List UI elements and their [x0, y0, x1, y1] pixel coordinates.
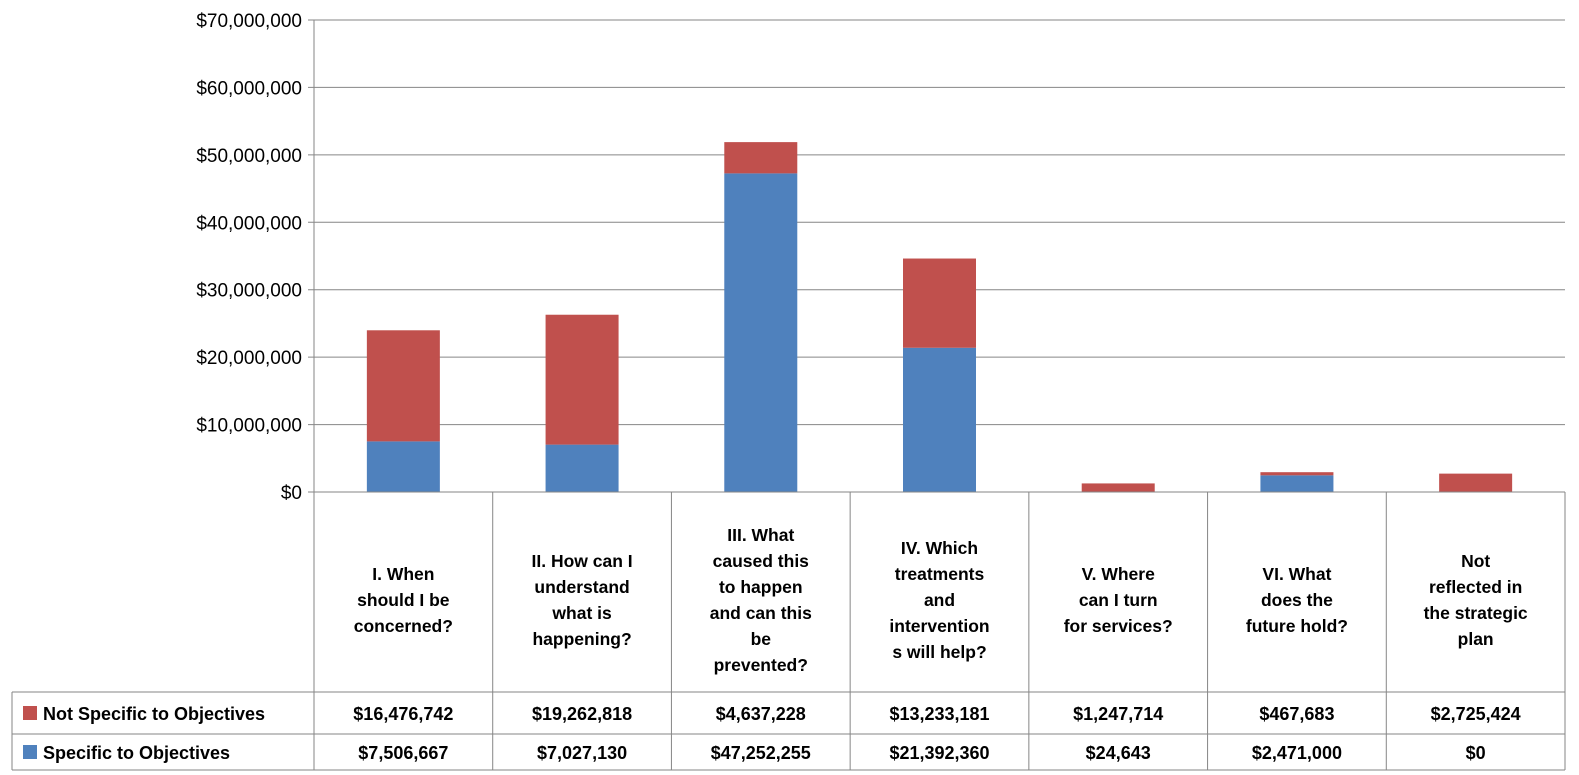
bar-not-specific-to-objectives: [1081, 483, 1155, 492]
category-label: I. When should I be concerned?: [354, 564, 453, 636]
category-label-line: be: [751, 629, 772, 649]
data-table-value-not-specific: $467,683: [1259, 704, 1334, 724]
bar-specific-to-objectives: [724, 173, 798, 492]
category-label-line: future hold?: [1246, 616, 1348, 636]
bar-not-specific-to-objectives: [1439, 473, 1513, 492]
category-label-line: V. Where: [1082, 564, 1156, 584]
category-label-line: and: [924, 590, 955, 610]
category-label: VI. What does the future hold?: [1246, 564, 1348, 636]
category-label: IV. Which treatments and intervention s will…: [889, 538, 989, 662]
category-label-line: and can this: [710, 603, 812, 623]
category-label-line: IV. Which: [901, 538, 978, 558]
category-label: Not reflected in the strategic plan: [1424, 551, 1528, 649]
data-table-value-not-specific: $4,637,228: [716, 704, 806, 724]
category-label-line: plan: [1458, 629, 1494, 649]
bar-not-specific-to-objectives: [1260, 472, 1334, 476]
y-tick-label: $60,000,000: [196, 78, 302, 99]
category-label-line: to happen: [719, 577, 803, 597]
bar-not-specific-to-objectives: [366, 330, 440, 442]
category-label-line: for services?: [1064, 616, 1173, 636]
data-table-value-not-specific: $16,476,742: [353, 704, 453, 724]
legend: Not Specific to Objectives Specific to Ob…: [23, 704, 265, 763]
category-label: III. What caused this to happen and can thi…: [710, 525, 812, 675]
category-label: II. How can I understand what is happening?: [532, 551, 633, 649]
data-table-value-specific: $7,506,667: [358, 743, 448, 763]
y-tick-label: $70,000,000: [196, 11, 302, 32]
y-tick-label: $30,000,000: [196, 281, 302, 302]
legend-label-not-specific: Not Specific to Objectives: [43, 704, 265, 724]
data-table-value-specific: $24,643: [1086, 743, 1151, 763]
legend-swatch-not-specific: [23, 706, 37, 720]
data-table-value-not-specific: $19,262,818: [532, 704, 632, 724]
bar-not-specific-to-objectives: [903, 258, 976, 348]
legend-label-specific: Specific to Objectives: [43, 743, 230, 763]
category-label-line: prevented?: [714, 655, 808, 675]
data-table-value-specific: $21,392,360: [889, 743, 989, 763]
bar-specific-to-objectives: [1260, 475, 1334, 492]
category-label-line: concerned?: [354, 616, 453, 636]
y-tick-label: $0: [281, 483, 302, 504]
bar-specific-to-objectives: [545, 444, 619, 492]
category-label-line: understand: [534, 577, 629, 597]
bar-not-specific-to-objectives: [724, 142, 798, 174]
bar-specific-to-objectives: [366, 441, 440, 492]
bars: [366, 142, 1513, 492]
category-label-line: s will help?: [892, 642, 986, 662]
data-table-values: $16,476,742 $19,262,818 $4,637,228 $13,233,…: [353, 704, 1520, 763]
category-label-line: does the: [1261, 590, 1333, 610]
data-table: [11, 491, 1566, 771]
category-label-line: the strategic: [1424, 603, 1528, 623]
y-tick-label: $10,000,000: [196, 416, 302, 437]
category-labels: I. When should I be concerned? II. How can …: [354, 525, 1528, 675]
y-tick-label: $50,000,000: [196, 146, 302, 167]
category-label-line: III. What: [727, 525, 794, 545]
bar-specific-to-objectives: [903, 347, 976, 492]
category-label-line: caused this: [713, 551, 810, 571]
y-tick-label: $20,000,000: [196, 348, 302, 369]
category-label: V. Where can I turn for services?: [1064, 564, 1173, 636]
bar-not-specific-to-objectives: [545, 314, 619, 445]
data-table-value-specific: $0: [1466, 743, 1486, 763]
data-table-value-not-specific: $13,233,181: [889, 704, 989, 724]
category-label-line: reflected in: [1429, 577, 1522, 597]
category-label-line: Not: [1461, 551, 1490, 571]
category-label-line: should I be: [357, 590, 450, 610]
y-axis-tick-labels: $0 $10,000,000 $20,000,000 $30,000,000 $40,0…: [196, 11, 302, 504]
category-label-line: II. How can I: [532, 551, 633, 571]
data-table-value-specific: $7,027,130: [537, 743, 627, 763]
y-tick-label: $40,000,000: [196, 213, 302, 234]
category-label-line: happening?: [532, 629, 631, 649]
category-label-line: treatments: [895, 564, 985, 584]
data-table-value-not-specific: $1,247,714: [1073, 704, 1163, 724]
legend-swatch-specific: [23, 745, 37, 759]
category-label-line: what is: [551, 603, 612, 623]
category-label-line: can I turn: [1079, 590, 1158, 610]
data-table-value-not-specific: $2,725,424: [1431, 704, 1521, 724]
category-label-line: VI. What: [1262, 564, 1331, 584]
category-label-line: intervention: [889, 616, 989, 636]
category-label-line: I. When: [372, 564, 434, 584]
data-table-value-specific: $2,471,000: [1252, 743, 1342, 763]
data-table-value-specific: $47,252,255: [711, 743, 811, 763]
